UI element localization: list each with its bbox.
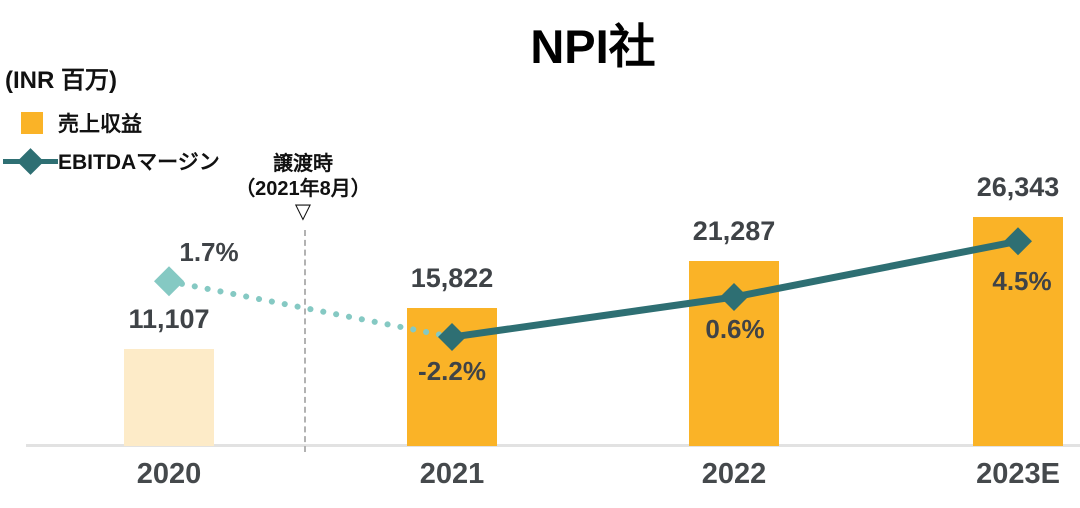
transfer-annotation: 譲渡時 （2021年8月） ▽ — [203, 152, 403, 222]
transfer-annotation-line2: （2021年8月） — [235, 178, 371, 200]
revenue-swatch-box — [0, 104, 58, 142]
legend-item-revenue: 売上収益 — [0, 104, 220, 142]
unit-label: (INR 百万) — [5, 67, 117, 94]
bar-value-label-2023E: 26,343 — [976, 172, 1060, 202]
bar-value-label-2020: 11,107 — [128, 304, 210, 334]
x-axis-label-2022: 2022 — [701, 458, 767, 490]
legend: 売上収益 EBITDAマージン — [0, 104, 220, 180]
transfer-annotation-line1: 譲渡時 — [273, 153, 333, 175]
ebitda-line-segment — [730, 237, 1022, 301]
ebitda-line-segment — [166, 278, 455, 341]
legend-label-revenue: 売上収益 — [58, 113, 142, 136]
ebitda-label-2022: 0.6% — [705, 314, 765, 345]
ebitda-marker-2021 — [438, 323, 466, 352]
chart-title: NPI社 — [530, 20, 656, 73]
down-triangle-icon: ▽ — [294, 200, 312, 223]
ebitda-label-2020: 1.7% — [179, 237, 239, 268]
ebitda-label-2021: -2.2% — [418, 356, 486, 387]
ebitda-marker-2020 — [154, 266, 184, 297]
x-axis-label-2023E: 2023E — [976, 458, 1060, 490]
bar-2020 — [124, 349, 214, 446]
legend-label-ebitda: EBITDAマージン — [58, 151, 220, 174]
bar-value-label-2022: 21,287 — [692, 216, 776, 246]
ebitda-swatch-box — [0, 142, 58, 180]
x-axis-label-2021: 2021 — [419, 458, 485, 490]
legend-item-ebitda: EBITDAマージン — [0, 142, 220, 180]
ebitda-marker-2023E — [1004, 227, 1032, 256]
revenue-square-icon — [21, 112, 43, 134]
ebitda-line-segment — [448, 293, 738, 341]
x-axis-label-2020: 2020 — [136, 458, 202, 490]
bar-value-label-2021: 15,822 — [410, 263, 494, 293]
transfer-dashed-line — [304, 230, 306, 452]
ebitda-marker-2022 — [720, 283, 748, 312]
ebitda-label-2023E: 4.5% — [992, 266, 1052, 297]
x-axis-line — [26, 444, 1080, 447]
